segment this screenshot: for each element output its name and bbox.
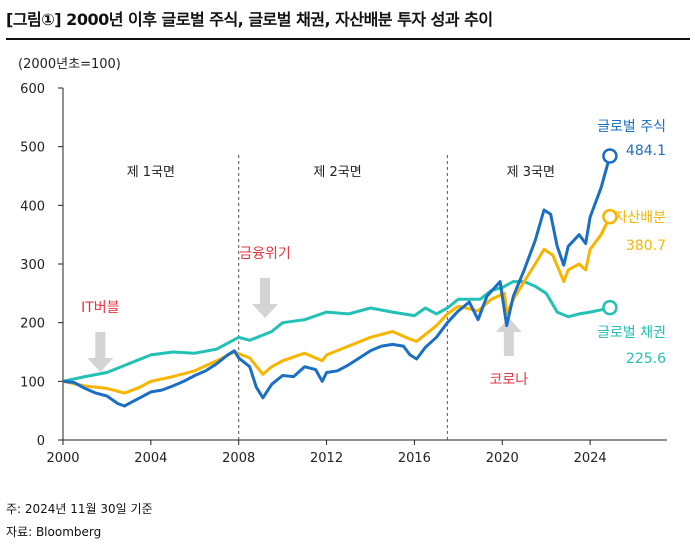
arrow-up-icon — [495, 318, 522, 356]
phase-label: 제 2국면 — [313, 165, 361, 180]
basis-note: 주: 2024년 11월 30일 기준 — [6, 502, 153, 516]
y-tick-label: 500 — [20, 141, 45, 156]
y-tick-label: 300 — [20, 258, 45, 273]
source-note: 자료: Bloomberg — [6, 525, 102, 539]
annotation-label: 코로나 — [490, 372, 529, 388]
series-name-label: 글로벌 채권 — [597, 325, 666, 341]
annotation-label: 금융위기 — [239, 246, 291, 262]
series-line — [62, 155, 612, 408]
annotation-label: IT버블 — [81, 300, 120, 316]
x-tick-label: 2008 — [222, 451, 255, 466]
series-name-label: 글로벌 주식 — [597, 119, 666, 135]
x-tick-label: 2000 — [46, 451, 79, 466]
y-tick-label: 400 — [20, 199, 45, 214]
phase-label: 제 1국면 — [127, 165, 175, 180]
series-line — [62, 216, 612, 395]
x-tick-label: 2024 — [574, 451, 607, 466]
series-end-value: 225.6 — [626, 351, 666, 367]
title-divider — [6, 38, 690, 40]
y-tick-label: 600 — [20, 82, 45, 97]
x-tick-label: 2016 — [398, 451, 431, 466]
y-tick-label: 0 — [37, 434, 45, 449]
chart-title: [그림①] 2000년 이후 글로벌 주식, 글로벌 채권, 자산배분 투자 성… — [6, 10, 493, 29]
y-tick-label: 200 — [20, 317, 45, 332]
series-name-label: 자산배분 — [614, 210, 666, 226]
arrow-down-icon — [87, 332, 114, 372]
phase-label: 제 3국면 — [507, 165, 555, 180]
series-end-marker — [602, 208, 618, 225]
series-end-marker — [602, 299, 618, 316]
arrow-down-icon — [252, 278, 279, 318]
x-tick-label: 2012 — [310, 451, 343, 466]
series-end-value: 380.7 — [626, 238, 666, 254]
series-end-marker — [602, 148, 618, 164]
y-tick-label: 100 — [20, 375, 45, 390]
y-axis-label: (2000년초=100) — [18, 57, 121, 72]
x-tick-label: 2004 — [134, 451, 167, 466]
series-line — [62, 280, 611, 383]
series-end-value: 484.1 — [626, 143, 666, 159]
x-tick-label: 2020 — [486, 451, 519, 466]
